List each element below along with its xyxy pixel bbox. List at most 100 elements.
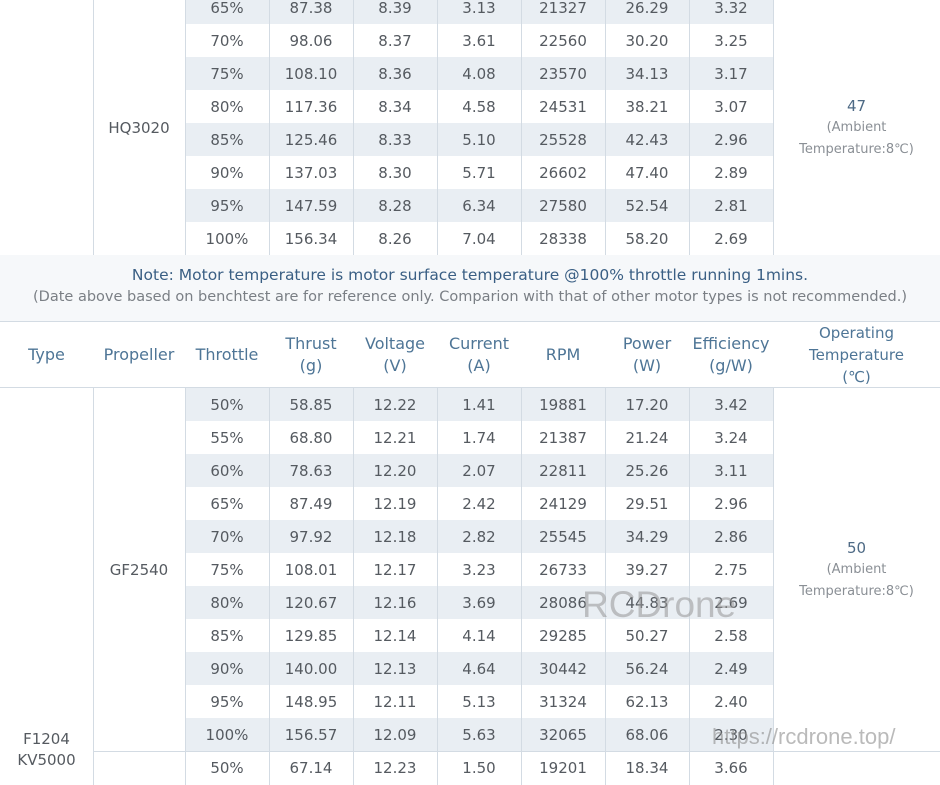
cell-thrust: 58.85 bbox=[269, 388, 353, 421]
cell-power: 30.20 bbox=[625, 31, 669, 50]
type-line2: KV5000 bbox=[17, 751, 76, 769]
cell-current: 4.58 bbox=[462, 97, 496, 116]
cell-voltage: 12.16 bbox=[353, 586, 437, 619]
cell-efficiency: 2.69 bbox=[714, 229, 748, 248]
cell-thrust: 97.92 bbox=[269, 520, 353, 553]
cell-rpm: 21327 bbox=[521, 0, 605, 24]
watermark-url: https://rcdrone.top/ bbox=[712, 724, 896, 749]
propeller-label: HQ3020 bbox=[108, 118, 170, 137]
cell-current: 3.23 bbox=[462, 560, 496, 579]
cell-current: 7.04 bbox=[462, 229, 496, 248]
cell-voltage: 12.23 bbox=[373, 758, 417, 777]
cell-power: 18.34 bbox=[625, 758, 669, 777]
cell-power: 17.20 bbox=[605, 388, 689, 421]
header-efficiency: Efficiency (g/W) bbox=[692, 334, 770, 375]
cell-efficiency: 2.40 bbox=[714, 692, 748, 711]
cell-voltage: 12.19 bbox=[373, 494, 417, 513]
cell-voltage: 12.09 bbox=[353, 718, 437, 751]
cell-rpm: 28086 bbox=[521, 586, 605, 619]
ambient-note-line1: (Ambient bbox=[826, 561, 887, 577]
operating-temperature-cell: 47 (Ambient Temperature:8℃) bbox=[773, 0, 940, 255]
cell-power: 21.24 bbox=[625, 428, 669, 447]
cell-rpm: 26602 bbox=[539, 163, 587, 182]
column-divider bbox=[269, 0, 270, 255]
cell-thrust: 87.38 bbox=[269, 0, 353, 24]
cell-efficiency: 2.30 bbox=[689, 718, 773, 751]
cell-current: 6.34 bbox=[437, 189, 521, 222]
header-voltage: Voltage (V) bbox=[364, 334, 425, 375]
column-divider bbox=[773, 388, 774, 785]
cell-power: 47.40 bbox=[625, 163, 669, 182]
cell-efficiency: 2.96 bbox=[714, 494, 748, 513]
cell-power: 39.27 bbox=[625, 560, 669, 579]
cell-power: 26.29 bbox=[605, 0, 689, 24]
cell-current: 5.71 bbox=[462, 163, 496, 182]
cell-voltage: 8.28 bbox=[353, 189, 437, 222]
cell-throttle: 75% bbox=[185, 57, 269, 90]
cell-power: 34.29 bbox=[605, 520, 689, 553]
cell-thrust: 108.01 bbox=[284, 560, 338, 579]
cell-throttle: 55% bbox=[210, 428, 244, 447]
cell-rpm: 24531 bbox=[539, 97, 587, 116]
cell-throttle: 80% bbox=[210, 97, 244, 116]
cell-current: 2.42 bbox=[462, 494, 496, 513]
propeller-cell: GF2540 bbox=[93, 388, 185, 751]
cell-efficiency: 3.32 bbox=[689, 0, 773, 24]
column-divider bbox=[353, 0, 354, 255]
column-divider bbox=[437, 388, 438, 785]
column-divider bbox=[605, 0, 606, 255]
column-divider bbox=[185, 388, 186, 785]
column-divider bbox=[689, 0, 690, 255]
cell-rpm: 24129 bbox=[539, 494, 587, 513]
cell-current: 3.69 bbox=[437, 586, 521, 619]
cell-current: 1.41 bbox=[437, 388, 521, 421]
cell-voltage: 8.30 bbox=[378, 163, 412, 182]
cell-current: 3.13 bbox=[437, 0, 521, 24]
column-divider bbox=[93, 388, 94, 785]
table-header-row: Type Propeller Throttle Thrust (g) Voltag… bbox=[0, 321, 940, 388]
cell-rpm: 26733 bbox=[539, 560, 587, 579]
cell-throttle: 100% bbox=[205, 229, 249, 248]
operating-temperature-cell: 50 (Ambient Temperature:8℃) bbox=[773, 388, 940, 751]
cell-rpm: 31324 bbox=[539, 692, 587, 711]
cell-voltage: 12.17 bbox=[373, 560, 417, 579]
cell-rpm: 27580 bbox=[521, 189, 605, 222]
cell-current: 4.64 bbox=[437, 652, 521, 685]
cell-thrust: 140.00 bbox=[269, 652, 353, 685]
header-thrust: Thrust (g) bbox=[285, 334, 337, 375]
cell-voltage: 8.33 bbox=[353, 123, 437, 156]
type-line1: F1204 bbox=[23, 730, 70, 748]
cell-throttle: 60% bbox=[185, 454, 269, 487]
cell-power: 44.83 bbox=[605, 586, 689, 619]
cell-voltage: 12.20 bbox=[353, 454, 437, 487]
cell-thrust: 108.10 bbox=[269, 57, 353, 90]
column-divider bbox=[605, 388, 606, 785]
column-divider bbox=[521, 388, 522, 785]
cell-power: 25.26 bbox=[605, 454, 689, 487]
cell-rpm: 19881 bbox=[521, 388, 605, 421]
cell-power: 38.21 bbox=[625, 97, 669, 116]
cell-throttle: 50% bbox=[185, 388, 269, 421]
cell-voltage: 12.13 bbox=[353, 652, 437, 685]
cell-throttle: 65% bbox=[185, 0, 269, 24]
cell-voltage: 12.14 bbox=[373, 626, 417, 645]
header-operating-temperature: Operating Temperature (℃) bbox=[808, 324, 905, 386]
cell-power: 29.51 bbox=[625, 494, 669, 513]
cell-power: 56.24 bbox=[605, 652, 689, 685]
cell-efficiency: 2.49 bbox=[689, 652, 773, 685]
cell-efficiency: 2.75 bbox=[714, 560, 748, 579]
cell-thrust: 125.46 bbox=[269, 123, 353, 156]
table-hq3020: 65% 87.38 8.39 3.13 21327 26.29 3.32 70% 98.06 8.… bbox=[0, 0, 940, 255]
cell-efficiency: 2.89 bbox=[714, 163, 748, 182]
column-divider bbox=[437, 0, 438, 255]
cell-throttle: 90% bbox=[210, 163, 244, 182]
cell-voltage: 12.21 bbox=[373, 428, 417, 447]
cell-voltage: 8.26 bbox=[378, 229, 412, 248]
cell-rpm: 25545 bbox=[521, 520, 605, 553]
column-divider bbox=[773, 0, 774, 255]
cell-efficiency: 3.11 bbox=[689, 454, 773, 487]
cell-current: 2.07 bbox=[437, 454, 521, 487]
cell-rpm: 30442 bbox=[521, 652, 605, 685]
cell-current: 3.61 bbox=[462, 31, 496, 50]
cell-efficiency: 3.25 bbox=[714, 31, 748, 50]
